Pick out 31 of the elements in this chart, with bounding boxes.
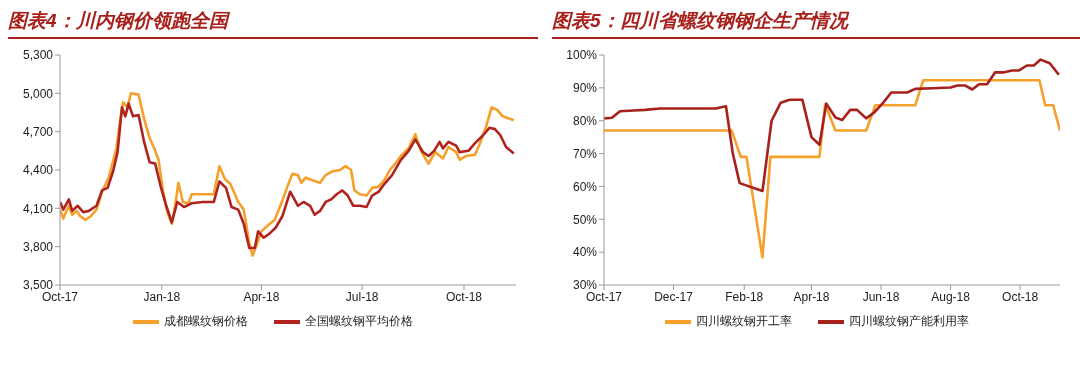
y-tick-label: 4,700 [22, 124, 54, 139]
x-tick-label: Apr-18 [243, 289, 280, 304]
x-tick-label: Jun-18 [862, 289, 900, 304]
y-tick-label: 100% [566, 48, 598, 63]
legend-label: 四川螺纹钢产能利用率 [849, 313, 969, 330]
y-tick-label: 70% [572, 146, 598, 161]
x-tick-label: Dec-17 [654, 289, 694, 304]
legend-label: 成都螺纹钢价格 [164, 313, 248, 330]
x-tick-label: Oct-18 [445, 289, 483, 304]
chart-title: 图表5：四川省螺纹钢钢企生产情况 [552, 8, 1080, 39]
y-tick-label: 5,000 [22, 86, 54, 101]
line-series [604, 58, 1060, 193]
x-tick-label: Jul-18 [345, 289, 379, 304]
y-tick-label: 5,300 [22, 48, 54, 63]
y-tick-label: 4,400 [22, 163, 54, 178]
x-tick-label: Feb-18 [725, 289, 764, 304]
legend-label: 全国螺纹钢平均价格 [305, 313, 413, 330]
x-tick-label: Aug-18 [931, 289, 971, 304]
x-tick-label: Apr-18 [793, 289, 830, 304]
y-tick-label: 4,100 [22, 201, 54, 216]
y-tick-label: 80% [572, 113, 598, 128]
y-tick-label: 3,800 [22, 239, 54, 254]
y-tick-label: 60% [572, 179, 598, 194]
y-tick-label: 90% [572, 81, 598, 96]
line-series [604, 79, 1060, 259]
x-tick-label: Jan-18 [143, 289, 181, 304]
y-tick-label: 40% [572, 245, 598, 260]
chart-title: 图表4：川内钢价领跑全国 [8, 8, 538, 39]
legend-label: 四川螺纹钢开工率 [696, 313, 792, 330]
x-tick-label: Oct-18 [1002, 289, 1039, 304]
y-tick-label: 50% [572, 212, 598, 227]
